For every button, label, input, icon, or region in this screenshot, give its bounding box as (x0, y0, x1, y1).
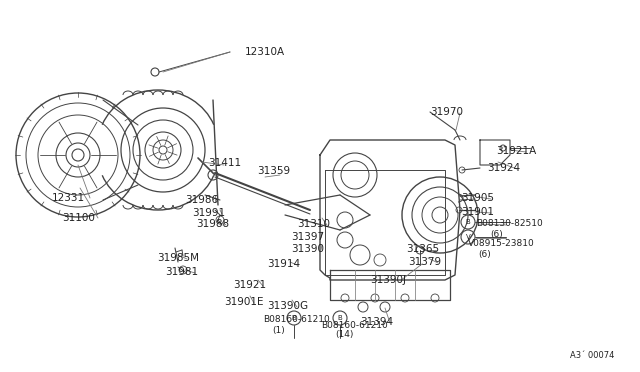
Text: 31365: 31365 (406, 244, 439, 254)
Text: 31390: 31390 (291, 244, 324, 254)
Text: V08915-23810: V08915-23810 (468, 240, 535, 248)
Text: 31394: 31394 (360, 317, 393, 327)
Text: 31100: 31100 (62, 213, 95, 223)
Text: 31390G: 31390G (267, 301, 308, 311)
Text: (14): (14) (335, 330, 353, 340)
Text: 31985M: 31985M (157, 253, 199, 263)
Text: 31901: 31901 (461, 207, 494, 217)
Text: 12310A: 12310A (245, 47, 285, 57)
Text: B: B (466, 219, 470, 225)
Text: 31359: 31359 (257, 166, 290, 176)
Text: V: V (466, 234, 470, 240)
Text: 31379: 31379 (408, 257, 441, 267)
Text: B08130-82510: B08130-82510 (476, 219, 543, 228)
Text: B: B (338, 315, 342, 321)
Text: 31921A: 31921A (496, 146, 536, 156)
Text: 31981: 31981 (165, 267, 198, 277)
Text: (6): (6) (490, 231, 503, 240)
Text: 31390J: 31390J (370, 275, 406, 285)
Text: 31905: 31905 (461, 193, 494, 203)
Text: 31914: 31914 (267, 259, 300, 269)
Text: B08160-61210: B08160-61210 (263, 315, 330, 324)
Text: 31921: 31921 (233, 280, 266, 290)
Text: B: B (292, 315, 296, 321)
Text: (1): (1) (272, 326, 285, 334)
Text: A3´ 00074: A3´ 00074 (570, 350, 614, 359)
Text: (6): (6) (478, 250, 491, 260)
Text: 31397: 31397 (291, 232, 324, 242)
Text: 31988: 31988 (196, 219, 229, 229)
Text: 31986: 31986 (185, 195, 218, 205)
Text: 31970: 31970 (430, 107, 463, 117)
Text: 31991: 31991 (192, 208, 225, 218)
Text: 31901E: 31901E (224, 297, 264, 307)
Text: B08160-61210: B08160-61210 (321, 321, 388, 330)
Text: 31411: 31411 (208, 158, 241, 168)
Text: 31924: 31924 (487, 163, 520, 173)
Text: 12331: 12331 (52, 193, 85, 203)
Text: 31310: 31310 (297, 219, 330, 229)
